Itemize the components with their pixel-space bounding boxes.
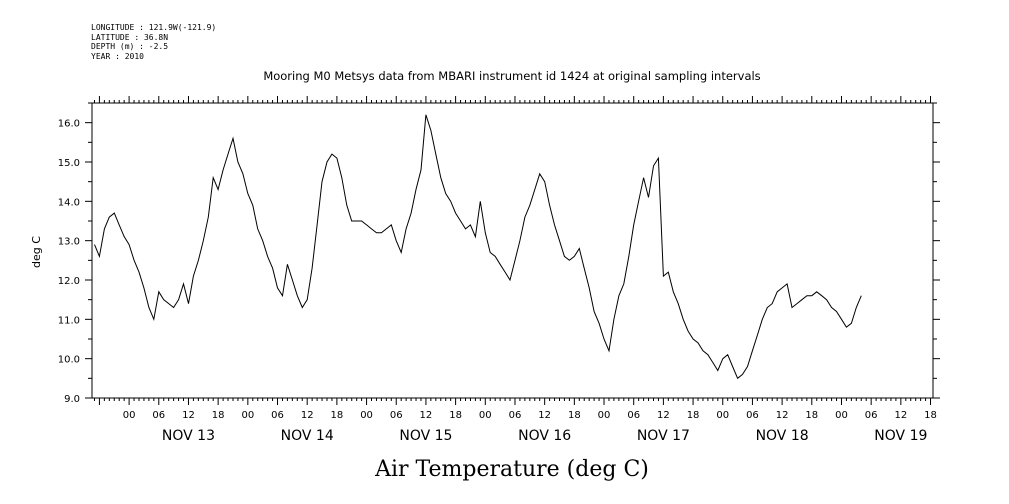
x-tick-label: 00 <box>241 410 254 421</box>
x-tick-label: 06 <box>746 410 759 421</box>
y-tick-label: 15.0 <box>58 158 80 169</box>
x-day-label: NOV 14 <box>281 428 334 444</box>
x-day-label: NOV 15 <box>399 428 452 444</box>
x-tick-label: 06 <box>509 410 522 421</box>
x-tick-label: 18 <box>568 410 581 421</box>
plot-frame <box>91 102 934 399</box>
x-tick-label: 18 <box>924 410 937 421</box>
x-tick-label: 18 <box>449 410 462 421</box>
x-day-label: NOV 19 <box>874 428 927 444</box>
x-tick-label: 18 <box>687 410 700 421</box>
x-tick-label: 06 <box>865 410 878 421</box>
x-tick-label: 00 <box>479 410 492 421</box>
x-tick-label: 06 <box>152 410 165 421</box>
x-tick-label: 00 <box>360 410 373 421</box>
x-tick-label: 00 <box>835 410 848 421</box>
latitude-text: LATITUDE : 36.8N <box>91 32 169 42</box>
y-tick-label: 11.0 <box>58 315 80 326</box>
x-tick-label: 12 <box>894 410 907 421</box>
x-tick-label: 12 <box>538 410 551 421</box>
y-tick-label: 16.0 <box>58 119 80 130</box>
y-tick-label: 13.0 <box>58 237 80 248</box>
x-tick-label: 00 <box>716 410 729 421</box>
y-tick-label: 12.0 <box>58 276 80 287</box>
location-metadata: LONGITUDE : 121.9W(-121.9) LATITUDE : 36… <box>91 23 216 61</box>
x-day-label: NOV 16 <box>518 428 571 444</box>
depth-text: DEPTH (m) : -2.5 <box>91 42 169 51</box>
x-tick-label: 18 <box>331 410 344 421</box>
y-axis-label: deg C <box>30 236 43 268</box>
x-tick-label: 06 <box>390 410 403 421</box>
x-tick-label: 06 <box>271 410 284 421</box>
y-tick-label: 14.0 <box>58 197 80 208</box>
series-line-air-temperature <box>94 114 862 380</box>
longitude-text: LONGITUDE : 121.9W(-121.9) <box>91 23 217 32</box>
x-tick-label: 18 <box>212 410 225 421</box>
x-tick-label: 06 <box>627 410 640 421</box>
chart-title: Mooring M0 Metsys data from MBARI instru… <box>263 69 760 83</box>
x-tick-label: 12 <box>301 410 314 421</box>
x-axis-label: Air Temperature (deg C) <box>374 457 649 482</box>
x-tick-label: 12 <box>182 410 195 421</box>
x-day-label: NOV 18 <box>756 428 809 444</box>
year-text: YEAR : 2010 <box>91 51 144 61</box>
x-day-label: NOV 17 <box>637 428 690 444</box>
x-tick-label: 18 <box>805 410 818 421</box>
x-tick-label: 12 <box>420 410 433 421</box>
x-tick-label: 12 <box>776 410 789 421</box>
x-tick-label: 12 <box>657 410 670 421</box>
y-tick-label: 9.0 <box>64 394 80 405</box>
x-tick-label: 00 <box>598 410 611 421</box>
x-tick-label: 00 <box>123 410 136 421</box>
axis-ticks <box>85 96 940 405</box>
x-day-label: NOV 13 <box>162 428 215 444</box>
axis-labels: 00 06 12 18 00 06 12 18 00 06 12 18 00 06 12 18 00 06 12 18… <box>58 119 937 444</box>
y-tick-label: 10.0 <box>58 355 80 366</box>
